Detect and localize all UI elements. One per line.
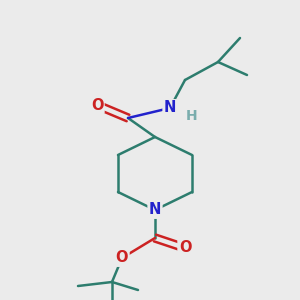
Text: N: N (164, 100, 176, 116)
Text: O: O (179, 241, 191, 256)
Text: N: N (149, 202, 161, 217)
Text: H: H (186, 109, 198, 123)
Text: O: O (91, 98, 103, 112)
Text: O: O (116, 250, 128, 266)
